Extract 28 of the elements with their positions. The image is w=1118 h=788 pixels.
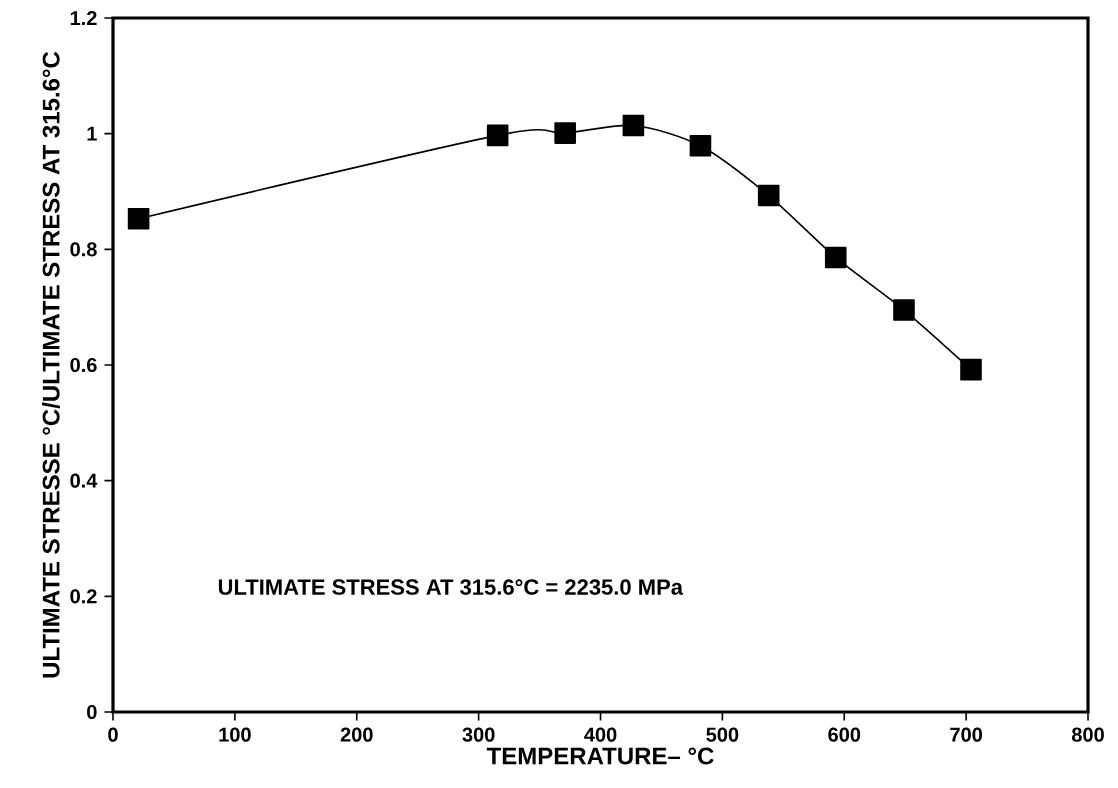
y-tick-label: 1: [87, 126, 97, 141]
y-axis-title: ULTIMATE STRESSE °C/ULTIMATE STRESS AT 315.6°C: [42, 51, 60, 678]
x-tick-label: 100: [219, 727, 251, 742]
x-tick-label: 400: [584, 727, 617, 742]
point: [486, 124, 509, 147]
y-tick-label: 0.6: [70, 357, 97, 373]
point: [757, 184, 780, 207]
x-tick-label: 200: [340, 727, 373, 742]
point: [554, 122, 576, 144]
point: [893, 299, 915, 321]
x-tick-label: 500: [706, 727, 739, 742]
y-tick-label: 0: [87, 704, 97, 720]
x-tick-label: 600: [828, 727, 861, 742]
x-tick-label: 700: [950, 727, 983, 742]
x-axis-title: TEMPERATURE– °C: [486, 747, 714, 765]
point: [622, 114, 645, 137]
x-tick-label: 0: [108, 727, 118, 742]
annotation: ULTIMATE STRESS AT 315.6°C = 2235.0 MPa: [218, 579, 684, 595]
y-tick-label: 1.2: [70, 11, 97, 25]
y-tick-label: 0.4: [70, 473, 98, 488]
point: [127, 207, 150, 230]
y-tick-label: 0.2: [70, 589, 97, 604]
x-tick-label: 800: [1071, 727, 1104, 742]
x-tick-label: 300: [462, 727, 495, 742]
point: [689, 135, 712, 157]
point: [960, 358, 982, 381]
y-tick-label: 0.8: [70, 242, 97, 257]
point: [824, 246, 847, 269]
